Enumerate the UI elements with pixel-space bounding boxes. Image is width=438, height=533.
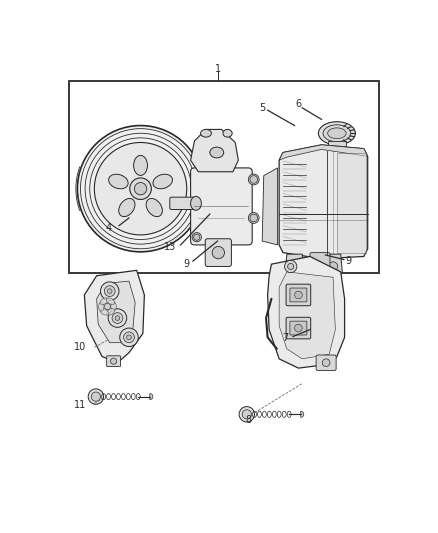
Circle shape [290, 262, 299, 271]
Polygon shape [268, 256, 345, 368]
Circle shape [88, 389, 103, 405]
Circle shape [107, 289, 112, 294]
Circle shape [294, 324, 302, 332]
FancyBboxPatch shape [316, 355, 336, 370]
Polygon shape [324, 254, 342, 277]
Circle shape [104, 303, 110, 310]
Ellipse shape [210, 147, 224, 158]
Ellipse shape [248, 213, 259, 223]
FancyBboxPatch shape [286, 317, 311, 339]
Ellipse shape [201, 130, 212, 137]
Circle shape [120, 328, 138, 346]
Circle shape [124, 332, 134, 343]
Circle shape [127, 335, 131, 340]
Circle shape [78, 126, 204, 252]
Ellipse shape [248, 174, 259, 185]
Wedge shape [301, 411, 304, 417]
Circle shape [288, 263, 294, 270]
Circle shape [112, 313, 123, 324]
Circle shape [108, 309, 127, 327]
Ellipse shape [106, 298, 115, 304]
Ellipse shape [134, 156, 148, 175]
Ellipse shape [323, 125, 351, 142]
Circle shape [285, 260, 297, 273]
Circle shape [239, 407, 254, 422]
Text: 11: 11 [74, 400, 87, 410]
Ellipse shape [223, 130, 232, 137]
Ellipse shape [328, 128, 346, 139]
Circle shape [194, 234, 200, 240]
Circle shape [130, 178, 151, 199]
FancyBboxPatch shape [107, 356, 120, 367]
Bar [337, 152, 366, 253]
Text: 10: 10 [74, 342, 87, 352]
Polygon shape [279, 272, 336, 359]
Polygon shape [191, 130, 238, 172]
Circle shape [134, 182, 147, 195]
Ellipse shape [192, 232, 201, 242]
Circle shape [242, 410, 251, 419]
FancyBboxPatch shape [310, 253, 330, 273]
FancyBboxPatch shape [290, 321, 307, 335]
Bar [69, 81, 379, 273]
Text: 9: 9 [346, 256, 352, 266]
Polygon shape [279, 145, 367, 160]
Ellipse shape [106, 309, 115, 315]
Circle shape [110, 358, 117, 364]
Text: 6: 6 [295, 99, 301, 109]
Circle shape [104, 286, 115, 296]
FancyBboxPatch shape [290, 288, 307, 302]
Text: 8: 8 [245, 415, 251, 425]
Circle shape [250, 175, 258, 183]
Wedge shape [150, 393, 153, 400]
Circle shape [91, 392, 100, 401]
Text: 5: 5 [259, 103, 265, 113]
Ellipse shape [119, 198, 135, 216]
Circle shape [115, 316, 120, 320]
Circle shape [322, 359, 330, 367]
Circle shape [294, 291, 302, 299]
Text: 13: 13 [164, 242, 176, 252]
Polygon shape [85, 270, 145, 363]
Ellipse shape [318, 122, 355, 145]
Ellipse shape [100, 298, 109, 304]
Ellipse shape [99, 302, 104, 311]
FancyBboxPatch shape [191, 168, 252, 245]
Polygon shape [97, 281, 135, 343]
FancyBboxPatch shape [205, 239, 231, 266]
Circle shape [250, 214, 258, 222]
Ellipse shape [191, 196, 201, 210]
Text: 4: 4 [105, 223, 111, 233]
Circle shape [328, 262, 338, 271]
Ellipse shape [153, 174, 173, 189]
FancyBboxPatch shape [170, 197, 198, 209]
Ellipse shape [146, 198, 162, 216]
Circle shape [94, 142, 187, 235]
Bar [328, 141, 346, 152]
Ellipse shape [100, 309, 109, 315]
Polygon shape [285, 254, 304, 277]
Text: 9: 9 [184, 259, 190, 269]
Polygon shape [279, 145, 367, 259]
Ellipse shape [109, 174, 128, 189]
Circle shape [100, 282, 119, 301]
Text: 1: 1 [215, 64, 221, 74]
FancyBboxPatch shape [286, 284, 311, 306]
Text: 7: 7 [282, 333, 289, 343]
Circle shape [212, 246, 224, 259]
Polygon shape [262, 168, 278, 245]
Ellipse shape [111, 302, 117, 311]
